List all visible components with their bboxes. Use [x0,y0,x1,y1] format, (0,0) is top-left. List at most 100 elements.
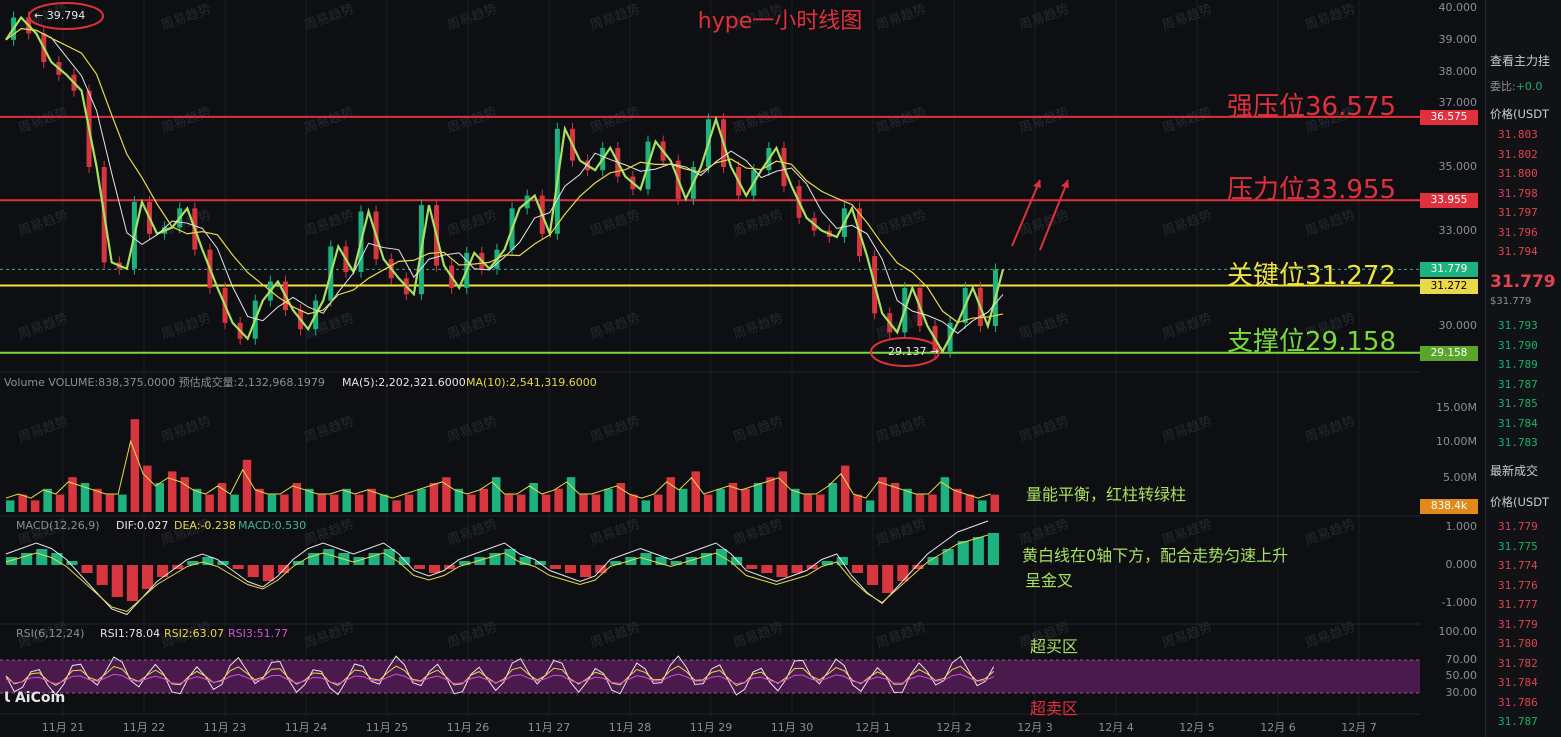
ask-price: 31.803 [1498,128,1538,141]
watermark: 周易趋势 [1160,104,1214,137]
volume-bar [965,494,975,512]
rsi-line-3 [5,673,994,685]
watermark: 周易趋势 [1017,207,1071,240]
macd-bar [519,557,531,565]
volume-bar [915,494,925,512]
volume-bar [168,471,177,512]
volume-bar [118,494,127,512]
watermark: 周易趋势 [302,516,356,549]
macd-bar [851,565,864,573]
x-tick: 12月 6 [1260,721,1296,734]
trade-price: 31.784 [1498,676,1538,689]
main-force-title[interactable]: 查看主力挂 [1490,54,1551,68]
zigzag-trend-line [5,15,1005,354]
bid-price: 31.783 [1498,436,1538,449]
watermark: 周易趋势 [588,516,642,549]
volume-bar [467,494,476,512]
macd-bar [428,565,441,573]
watermark: 周易趋势 [1160,310,1214,343]
price-label-pill: 31.272 [1420,278,1478,294]
macd-bar [6,557,18,565]
volume-bar [143,465,152,512]
watermark: 周易趋势 [445,207,499,240]
macd-bar [564,565,577,573]
watermark: 周易趋势 [1303,1,1357,34]
volume-bar [928,494,937,512]
bid-price: 31.784 [1498,416,1538,430]
watermark: 周易趋势 [159,413,213,446]
watermark: 周易趋势 [731,104,785,137]
volume-bar [865,500,875,512]
volume-bar [616,483,626,512]
macd-bar [66,561,78,565]
macd-bar [610,561,622,565]
volume-bar [716,488,725,512]
rsi-oversold: 超卖区 [1030,699,1078,718]
volume-bar [803,494,813,512]
watermark: 周易趋势 [588,310,642,343]
macd-bar [882,565,894,593]
macd-dea: DEA:-0.238 [174,519,236,532]
volume-bar [30,500,40,512]
price-tick: 38.000 [1438,64,1478,78]
x-tick: 12月 5 [1179,721,1215,734]
trade-price: 31.779 [1498,617,1538,631]
watermark: 周易趋势 [874,104,928,137]
chart-canvas[interactable]: 周易趋势 周易趋势 周易趋势 周易趋势 周易趋势 周易趋势 周易趋势 周易趋势 周易趋势 周易趋势… [0,0,1420,737]
volume-bar [516,494,526,512]
ma-fast-line [5,28,1004,335]
x-tick: 11月 21 [42,721,85,734]
volume-bar [93,488,102,512]
macd-bar [897,565,909,581]
rsi-tick: 30.00 [1445,686,1478,699]
high-marker-circle [28,2,104,30]
x-tick: 12月 3 [1017,721,1053,734]
price-tick: 30.000 [1438,319,1478,332]
x-tick: 11月 29 [690,721,733,734]
trade-price: 31.779 [1498,520,1538,533]
price-tick: 40.000 [1438,1,1478,14]
level-label-强压位: 强压位36.575 [1227,92,1396,122]
volume-bar [442,477,451,512]
watermark: 周易趋势 [1017,516,1071,549]
volume-bar [728,483,738,512]
volume-bar [217,483,227,512]
last-price-usd: $31.779 [1490,296,1532,307]
volume-bar [890,483,900,512]
watermark: 周易趋势 [874,516,928,549]
x-tick: 11月 23 [204,721,247,734]
price-tick: 33.000 [1438,223,1478,237]
volume-bar [429,483,439,512]
volume-note: 量能平衡，红柱转绿柱 [1026,485,1186,504]
price-label-pill: 31.779 [1420,262,1478,278]
x-tick: 11月 26 [447,721,490,734]
volume-bar [840,465,850,512]
macd-bar [987,533,999,565]
watermark: 周易趋势 [1303,516,1357,549]
macd-bar [972,537,984,565]
level-label-关键位: 关键位31.272 [1227,261,1396,291]
macd-dea-line [5,534,989,613]
trade-price: 31.775 [1498,539,1538,553]
watermark: 周易趋势 [16,413,70,446]
macd-value: MACD:0.530 [238,519,306,532]
macd-bar [580,565,592,577]
macd-bar [111,565,123,597]
trades-title[interactable]: 最新成交 [1490,464,1539,478]
high-marker-label: ← 39.794 [34,9,85,22]
macd-bar [942,549,954,565]
volume-bar [6,500,15,512]
watermark: 周易趋势 [1017,310,1071,343]
trade-price: 31.787 [1498,715,1538,728]
macd-bar [867,565,879,585]
macd-bar [262,565,274,581]
macd-bar [474,557,486,565]
watermark: 周易趋势 [445,1,499,34]
watermark: 周易趋势 [588,207,642,240]
macd-bar [700,553,712,565]
volume-bar [242,459,252,512]
macd-bar [791,565,803,573]
macd-bar [368,553,380,565]
volume-bar [604,488,613,512]
macd-bar [655,557,667,565]
